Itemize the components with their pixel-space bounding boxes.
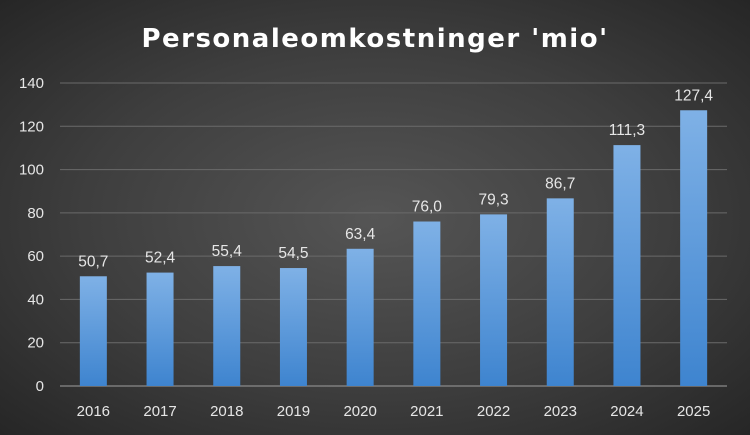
x-tick-label-2024: 2024 [610, 403, 643, 420]
x-axis-ticks: 2016 2017 2018 2019 2020 2021 2022 2023 2024 2025 [77, 403, 711, 420]
data-label-2022: 79,3 [478, 191, 508, 208]
data-label-2024: 111,3 [609, 122, 646, 139]
data-label-2025: 127,4 [674, 87, 713, 104]
bar-2024 [613, 145, 641, 386]
bar-2021 [413, 221, 441, 386]
x-tick-label-2018: 2018 [210, 403, 243, 420]
x-tick-label-2016: 2016 [77, 403, 110, 420]
data-label-2020: 63,4 [345, 226, 376, 243]
y-tick-label: 100 [19, 162, 44, 179]
bar-2022 [480, 214, 508, 386]
bar-2025 [680, 110, 708, 387]
x-tick-label-2019: 2019 [277, 403, 310, 420]
data-label-2023: 86,7 [545, 175, 575, 192]
x-tick-label-2023: 2023 [544, 403, 577, 420]
bar-2016 [79, 276, 107, 386]
x-tick-label-2025: 2025 [677, 403, 710, 420]
bar-2023 [546, 198, 574, 386]
x-tick-label-2020: 2020 [343, 403, 376, 420]
data-label-2021: 76,0 [412, 199, 443, 216]
bar-2018 [213, 266, 241, 386]
bar-2019 [279, 268, 307, 386]
data-label-2017: 52,4 [145, 250, 176, 267]
bar-2020 [346, 248, 374, 386]
bars [79, 110, 708, 387]
y-tick-label: 60 [27, 248, 44, 265]
data-labels: 50,7 52,4 55,4 54,5 63,4 76,0 79,3 86,7 111,3 127… [78, 87, 713, 270]
y-tick-label: 80 [27, 205, 44, 222]
x-tick-label-2022: 2022 [477, 403, 510, 420]
x-tick-label-2021: 2021 [410, 403, 443, 420]
chart-title: Personaleomkostninger 'mio' [141, 24, 608, 54]
y-tick-label: 120 [19, 118, 44, 135]
bar-2017 [146, 272, 174, 386]
data-label-2018: 55,4 [212, 243, 243, 260]
y-tick-label: 140 [19, 75, 44, 92]
y-tick-label: 0 [36, 378, 44, 395]
data-label-2019: 54,5 [278, 245, 308, 262]
y-tick-label: 20 [27, 335, 44, 352]
y-axis-ticks: 0 20 40 60 80 100 120 140 [19, 75, 44, 395]
data-label-2016: 50,7 [78, 253, 108, 270]
y-tick-label: 40 [27, 291, 44, 308]
x-tick-label-2017: 2017 [143, 403, 176, 420]
